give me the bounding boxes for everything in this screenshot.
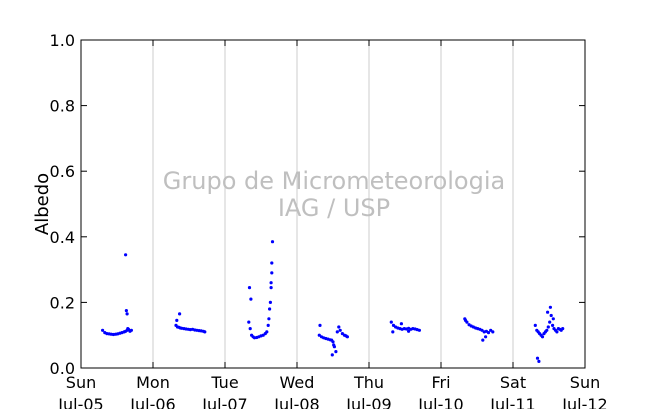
x-axis: Sun Jul-05 Mon Jul-06 Tue Jul-07 Wed Jul-08 Thu J… [57,40,608,409]
data-point [317,333,321,337]
y-tick-label: 0.4 [50,228,75,247]
data-point [129,328,133,332]
x-tick-date-label: Jul-08 [273,395,319,409]
data-point [481,338,485,342]
y-tick-label: 0.0 [50,359,75,378]
data-point [535,356,540,360]
x-tick-day-label: Tue [210,373,238,392]
y-axis-label: Albedo [32,173,53,235]
data-point [345,335,349,339]
data-point [248,327,252,331]
data-point [407,329,411,333]
watermark: Grupo de Micrometeorologia IAG / USP [163,167,505,222]
data-point [537,359,541,363]
data-points [101,240,565,363]
watermark-line-1: Grupo de Micrometeorologia [163,167,505,195]
x-tick-date-label: Jul-05 [57,395,103,409]
y-tick-label: 0.6 [50,162,75,181]
data-point [551,317,555,321]
x-tick-day-label: Fri [431,373,450,392]
x-tick-day-label: Wed [280,373,315,392]
data-point [330,353,334,357]
data-point [247,320,251,324]
y-tick-label: 1.0 [50,31,75,50]
data-point [337,325,341,329]
data-point [555,330,559,334]
data-point [124,309,128,313]
data-point [175,318,179,322]
data-point [486,331,491,335]
data-point [270,261,274,265]
data-point [178,312,182,316]
data-point [533,323,537,327]
data-point [125,312,129,316]
x-tick-day-label: Thu [353,373,384,392]
data-point [265,330,269,334]
x-tick-day-label: Sun [66,373,96,392]
data-point [318,323,322,327]
data-point [399,322,403,326]
data-point [338,328,342,332]
data-point [540,335,545,339]
data-point [484,335,488,339]
data-point [551,323,555,327]
data-point [463,318,468,322]
data-point [268,300,272,304]
data-point [249,297,253,301]
x-tick-day-label: Mon [136,373,170,392]
plot-frame [80,39,586,369]
x-tick-date-label: Jul-11 [489,395,535,409]
data-point [391,330,395,334]
data-point [549,313,553,318]
data-point [335,330,339,334]
x-tick-date-label: Jul-12 [561,395,607,409]
x-tick-day-label: Sat [500,373,526,392]
data-point [266,323,270,327]
data-point [269,286,273,290]
data-point [548,305,553,309]
data-point [546,310,550,314]
data-point [548,320,552,324]
x-tick-date-label: Jul-06 [129,395,175,409]
data-point [269,281,273,285]
data-point [417,328,421,332]
data-point [545,328,549,332]
data-point [480,328,484,332]
data-point [270,240,275,244]
x-tick-date-label: Jul-07 [201,395,247,409]
data-point [389,320,393,324]
watermark-line-2: IAG / USP [278,194,390,222]
x-tick-day-label: Sun [570,373,600,392]
data-point [126,327,130,331]
data-point [270,271,274,275]
data-point [331,340,335,344]
gridlines [152,40,514,368]
x-tick-date-label: Jul-09 [345,395,391,409]
data-point [334,350,338,354]
x-tick-date-label: Jul-10 [417,395,463,409]
y-tick-label: 0.8 [50,97,75,116]
data-point [332,343,336,347]
data-point [546,325,550,329]
data-point [124,253,128,257]
y-tick-label: 0.2 [50,293,75,312]
data-point [491,330,495,334]
data-point [247,286,252,290]
data-point [268,307,272,311]
data-point [267,317,271,321]
data-point [561,327,565,331]
data-point [101,328,105,332]
data-point [203,330,207,334]
y-axis: 0.0 0.2 0.4 0.6 0.8 1.0 [50,31,585,378]
